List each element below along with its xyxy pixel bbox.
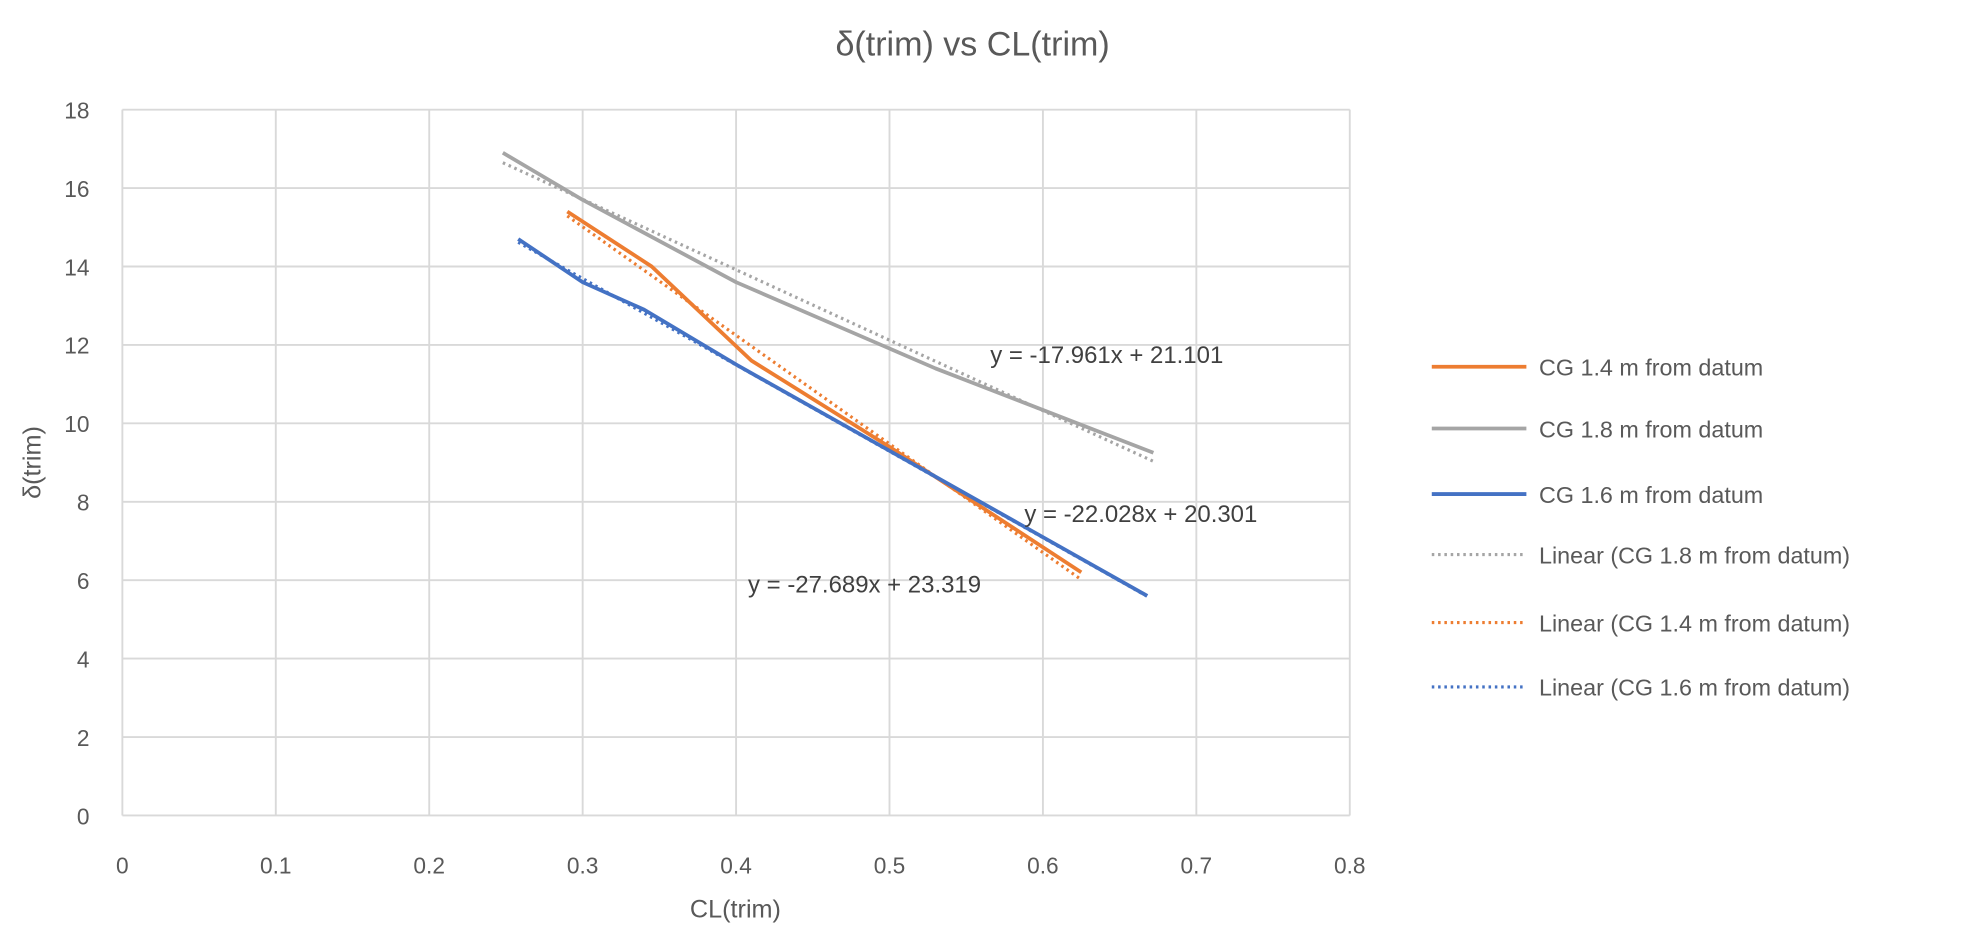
legend-label: Linear (CG 1.4 m from datum): [1539, 610, 1850, 636]
x-tick-label: 0.1: [260, 852, 292, 878]
trendline: [566, 214, 1083, 581]
y-tick-label: 10: [64, 411, 89, 437]
legend-label: Linear (CG 1.6 m from datum): [1539, 675, 1850, 701]
y-axis-label: δ(trim): [18, 426, 46, 499]
y-tick-label: 0: [77, 803, 90, 829]
series-line: [517, 237, 1149, 598]
x-tick-label: 0.2: [413, 852, 445, 878]
trendlines: [502, 161, 1155, 598]
y-tick-label: 8: [77, 490, 90, 516]
series-lines: [501, 151, 1155, 598]
x-tick-label: 0.7: [1181, 852, 1213, 878]
legend-label: CG 1.6 m from datum: [1539, 482, 1763, 508]
x-tick-label: 0.5: [874, 852, 906, 878]
legend-label: Linear (CG 1.8 m from datum): [1539, 542, 1850, 568]
y-tick-label: 2: [77, 725, 90, 751]
trendline-equations: y = -17.961x + 21.101 y = -27.689x + 23.3…: [748, 342, 1257, 598]
legend-label: CG 1.8 m from datum: [1539, 416, 1763, 442]
legend: CG 1.4 m from datum CG 1.8 m from datum CG…: [1431, 355, 1850, 701]
y-tick-label: 14: [64, 254, 89, 280]
trendline-equation: y = -17.961x + 21.101: [990, 342, 1223, 369]
x-tick-label: 0.4: [720, 852, 752, 878]
trendline-equation: y = -22.028x + 20.301: [1024, 501, 1257, 528]
x-tick-label: 0: [116, 852, 129, 878]
trendline-equation: y = -27.689x + 23.319: [748, 571, 981, 598]
y-tick-labels: 0 2 4 6 8 10 12 14 16 18: [64, 97, 89, 829]
x-tick-label: 0.8: [1334, 852, 1366, 878]
gridlines: [121, 108, 1351, 817]
series-line: [501, 151, 1155, 455]
y-tick-label: 6: [77, 568, 90, 594]
x-tick-label: 0.6: [1027, 852, 1059, 878]
x-tick-labels: 0 0.1 0.2 0.3 0.4 0.5 0.6 0.7 0.8: [116, 852, 1366, 878]
y-tick-label: 4: [77, 646, 90, 672]
y-tick-label: 12: [64, 333, 89, 359]
y-tick-label: 18: [64, 97, 89, 123]
y-tick-label: 16: [64, 176, 89, 202]
x-axis-label: CL(trim): [690, 896, 781, 924]
legend-label: CG 1.4 m from datum: [1539, 355, 1763, 381]
chart-title: δ(trim) vs CL(trim): [835, 25, 1109, 63]
x-tick-label: 0.3: [567, 852, 599, 878]
